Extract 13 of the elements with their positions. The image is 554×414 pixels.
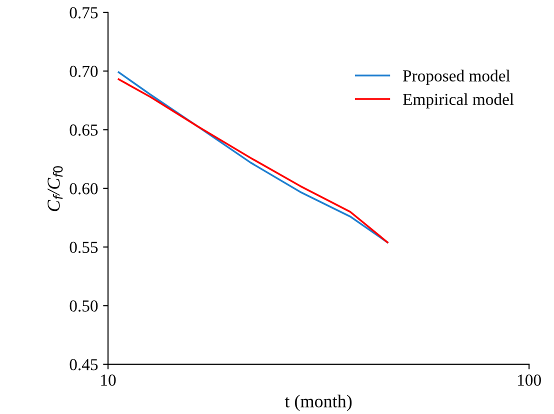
y-tick-label: 0.75 [70,7,98,18]
y-tick-label: 0.55 [70,242,98,254]
y-tick-label: 0.70 [70,66,98,78]
x-tick-label: 100 [518,374,541,386]
y-tick-label: 0.65 [70,124,98,136]
y-tick-label: 0.50 [70,300,98,312]
legend-label: Empirical model [403,93,514,108]
y-axis-title: C$_{f}$/C$_{f0}$ [48,166,63,212]
legend-label: Proposed model [403,70,510,85]
x-axis-title: t (month) [284,394,352,412]
x-tick-label: 10 [101,374,116,386]
y-tick-label: 0.45 [70,359,98,370]
y-tick-label: 0.60 [70,183,98,194]
